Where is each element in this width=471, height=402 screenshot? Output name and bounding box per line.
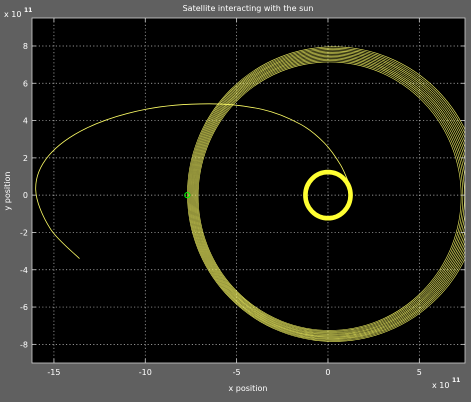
y-tick-label: -2 (20, 228, 28, 237)
x-tick-label: 0 (325, 368, 330, 377)
outer-orbit-loop (188, 47, 465, 341)
outer-orbit-loop (196, 60, 464, 332)
y-axis-label: y position (3, 172, 12, 211)
chart-title: Satellite interacting with the sun (183, 4, 314, 13)
x-exponent-power: 11 (452, 377, 460, 384)
outer-orbit-loop (192, 53, 465, 337)
outer-orbit-loop (193, 56, 465, 335)
outer-orbit-loop (197, 61, 462, 331)
y-tick-label: 2 (23, 154, 28, 163)
series-group (35, 46, 465, 342)
plot-frame (31, 17, 466, 364)
y-tick-label: -6 (20, 303, 28, 312)
outer-orbit-loop (191, 52, 465, 338)
start-point-marker (184, 192, 191, 199)
x-exponent-base: x 10 (432, 381, 449, 390)
outer-orbit-loop (195, 58, 465, 333)
y-tick-label: 8 (23, 42, 28, 51)
outer-orbit-loop (193, 54, 465, 336)
x-ticks: -15 -10 -5 0 5 (47, 18, 422, 377)
y-exponent-power: 11 (24, 7, 32, 14)
y-tick-label: -8 (20, 340, 28, 349)
x-tick-label: -10 (139, 368, 152, 377)
x-tick-label: 5 (417, 368, 422, 377)
y-tick-label: -4 (20, 266, 28, 275)
x-axis-label: x position (229, 384, 268, 393)
curves (35, 46, 465, 342)
y-exponent-base: x 10 (4, 10, 21, 19)
x-exponent: x 10 11 (432, 377, 460, 390)
outer-orbit-loop (187, 46, 465, 342)
y-exponent: x 10 11 (4, 7, 32, 19)
x-tick-label: -15 (47, 368, 60, 377)
y-tick-label: 0 (23, 191, 28, 200)
y-tick-label: 6 (23, 79, 28, 88)
y-ticks: -8 -6 -4 -2 0 2 4 6 8 (20, 42, 465, 349)
outer-orbit-loop (190, 50, 465, 339)
grid (32, 18, 465, 363)
y-tick-label: 4 (23, 117, 28, 126)
outer-orbit-loop (194, 57, 465, 334)
inner-orbit-loop (303, 169, 353, 221)
approach-trajectory-line (35, 103, 351, 259)
x-tick-label: -5 (233, 368, 241, 377)
